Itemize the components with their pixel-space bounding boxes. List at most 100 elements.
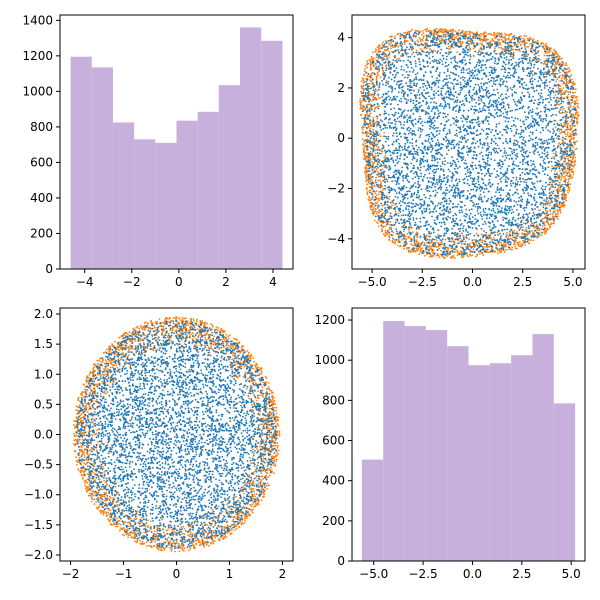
scatter-point <box>473 234 476 237</box>
scatter-point <box>396 162 399 165</box>
scatter-point <box>370 57 373 60</box>
scatter-point <box>435 92 437 94</box>
scatter-point <box>501 50 504 53</box>
scatter-point <box>563 112 566 114</box>
scatter-point <box>469 250 472 253</box>
scatter-point <box>556 209 559 212</box>
scatter-point <box>483 213 485 216</box>
scatter-point <box>520 245 523 248</box>
scatter-point <box>528 93 531 96</box>
scatter-point <box>477 111 480 114</box>
scatter-point <box>373 161 376 164</box>
scatter-point <box>423 242 426 245</box>
scatter-point <box>388 51 391 54</box>
scatter-point <box>375 49 377 52</box>
scatter-point <box>367 135 370 138</box>
scatter-point <box>402 36 405 39</box>
scatter-point <box>399 188 402 191</box>
scatter-point <box>541 192 543 194</box>
scatter-point <box>387 200 389 203</box>
scatter-point <box>396 233 399 235</box>
scatter-point <box>418 60 421 63</box>
scatter-point <box>559 74 561 77</box>
scatter-point <box>415 173 418 176</box>
scatter-point <box>499 197 502 200</box>
scatter-point <box>391 122 394 124</box>
scatter-point <box>366 183 369 186</box>
scatter-point <box>453 185 456 187</box>
scatter-point <box>488 42 491 45</box>
scatter-point <box>368 145 371 148</box>
scatter-point <box>574 148 577 151</box>
scatter-point <box>504 32 506 35</box>
scatter-point <box>372 86 375 89</box>
scatter-point <box>456 51 459 54</box>
scatter-point <box>553 84 556 87</box>
scatter-point <box>403 228 406 231</box>
scatter-point <box>458 109 460 112</box>
scatter-point <box>393 149 396 152</box>
scatter-point <box>370 99 373 102</box>
scatter-point <box>381 80 384 82</box>
scatter-point <box>554 120 557 122</box>
scatter-point <box>530 159 532 162</box>
scatter-point <box>510 33 512 36</box>
scatter-point <box>560 131 563 134</box>
scatter-point <box>416 232 419 235</box>
scatter-point <box>548 192 551 195</box>
scatter-point <box>485 184 487 187</box>
scatter-point <box>459 86 462 89</box>
scatter-point <box>514 186 516 188</box>
scatter-point <box>477 176 480 179</box>
scatter-point <box>457 41 460 43</box>
scatter-point <box>485 93 488 95</box>
scatter-point <box>408 190 410 193</box>
scatter-point <box>382 212 384 215</box>
scatter-point <box>520 125 522 128</box>
scatter-point <box>522 70 525 73</box>
histogram-bar <box>240 27 262 270</box>
scatter-point <box>373 140 376 143</box>
scatter-point <box>390 228 392 231</box>
scatter-point <box>496 115 499 118</box>
scatter-point <box>511 48 514 51</box>
scatter-point <box>525 206 528 209</box>
scatter-point <box>559 188 562 190</box>
scatter-point <box>545 209 547 212</box>
scatter-point <box>462 71 465 74</box>
scatter-point <box>574 156 577 159</box>
scatter-point <box>553 215 556 218</box>
scatter-point <box>464 240 467 243</box>
scatter-point <box>539 131 542 134</box>
scatter-point <box>468 67 470 70</box>
scatter-point <box>478 102 481 105</box>
scatter-point <box>552 137 555 140</box>
scatter-point <box>529 78 532 81</box>
scatter-point <box>490 142 493 145</box>
scatter-point <box>480 32 482 35</box>
scatter-point <box>463 181 465 184</box>
scatter-point <box>573 119 575 122</box>
scatter-point <box>376 73 379 75</box>
scatter-point <box>503 251 506 253</box>
scatter-point <box>512 51 515 54</box>
scatter-point <box>547 228 550 231</box>
scatter-point <box>361 95 364 97</box>
scatter-point <box>564 142 566 145</box>
scatter-point <box>570 74 573 76</box>
scatter-point <box>365 126 368 129</box>
scatter-point <box>522 239 524 242</box>
scatter-point <box>459 227 462 230</box>
scatter-point <box>533 196 535 199</box>
scatter-point <box>408 212 411 215</box>
scatter-point <box>539 59 541 61</box>
scatter-point <box>375 202 378 205</box>
scatter-point <box>460 253 463 255</box>
scatter-point <box>395 83 398 86</box>
scatter-point <box>399 35 401 37</box>
scatter-point <box>515 64 518 67</box>
scatter-point <box>395 218 397 221</box>
scatter-point <box>507 243 510 246</box>
scatter-point <box>395 147 398 150</box>
scatter-point <box>378 193 380 195</box>
